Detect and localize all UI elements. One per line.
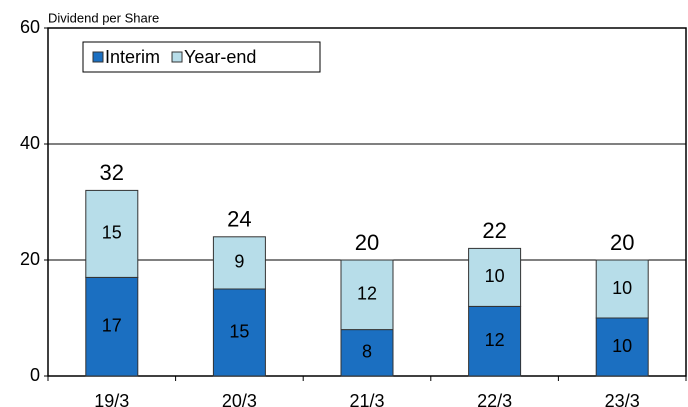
total-label: 24	[227, 207, 251, 232]
x-tick-label: 19/3	[94, 391, 129, 407]
bar-segment	[595, 317, 649, 377]
legend-swatch	[171, 51, 183, 63]
legend-label: Interim	[105, 47, 160, 67]
y-tick-label: 40	[20, 133, 40, 153]
bar-segment	[85, 276, 139, 377]
total-label: 32	[100, 160, 124, 185]
legend-label: Year-end	[184, 47, 256, 67]
bar-segment	[468, 247, 522, 307]
x-tick-label: 23/3	[605, 391, 640, 407]
legend-box	[82, 41, 321, 73]
data-label: 9	[234, 252, 244, 272]
legend-swatch	[92, 51, 104, 63]
bar-segment	[340, 259, 394, 331]
y-tick-label: 0	[30, 365, 40, 385]
bar-segment	[85, 189, 139, 278]
data-label: 10	[612, 278, 632, 298]
bar-segment	[595, 259, 649, 319]
data-label: 15	[102, 223, 122, 243]
bar-segment	[212, 288, 266, 377]
x-tick-label: 20/3	[222, 391, 257, 407]
data-label: 12	[357, 284, 377, 304]
total-label: 22	[482, 218, 506, 243]
data-label: 15	[229, 321, 249, 341]
total-label: 20	[610, 230, 634, 255]
bar-segment	[212, 236, 266, 290]
data-label: 17	[102, 315, 122, 335]
axis-label: Dividend per Share	[48, 10, 159, 25]
x-tick-label: 21/3	[349, 391, 384, 407]
y-tick-label: 20	[20, 249, 40, 269]
data-label: 10	[612, 336, 632, 356]
data-label: 8	[362, 342, 372, 362]
total-label: 20	[355, 230, 379, 255]
y-tick-label: 60	[20, 17, 40, 37]
x-tick-label: 22/3	[477, 391, 512, 407]
data-label: 10	[485, 266, 505, 286]
data-label: 12	[485, 330, 505, 350]
